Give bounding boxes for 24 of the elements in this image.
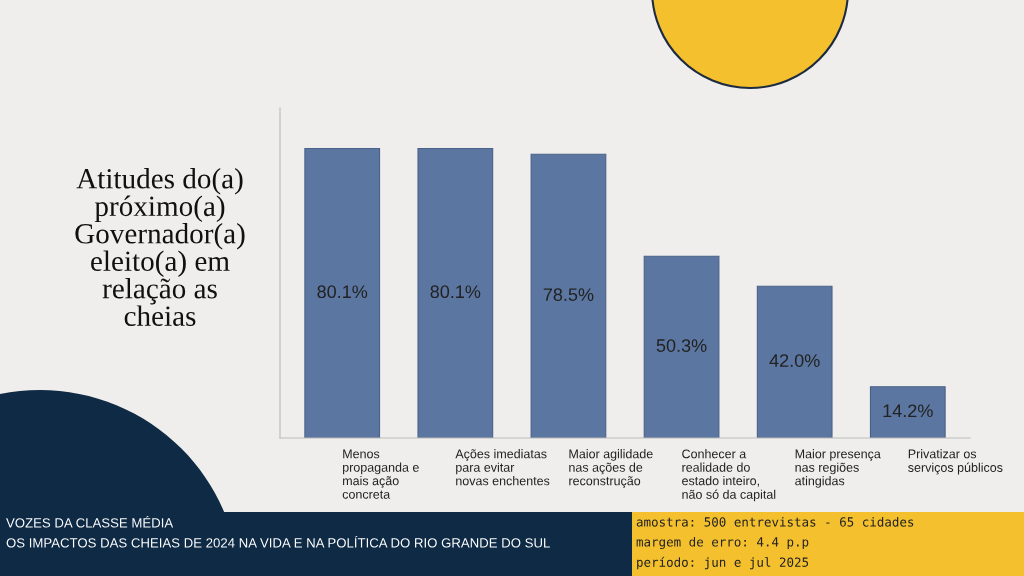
data-label: 42.0% [769, 354, 820, 367]
text: amostra: 500 entrevistas - 65 cidades [636, 516, 914, 527]
data-label: 80.1% [430, 285, 481, 299]
text: VOZES DA CLASSE MÉDIA [6, 515, 174, 528]
x-tick-label: Ações imediatas para evitar novas enchentes [455, 449, 550, 486]
bar [530, 153, 607, 438]
x-tick-label: Maior agilidade nas ações de reconstrução [569, 449, 653, 488]
text: OS IMPACTOS DAS CHEIAS DE 2024 NA VIDA E NA POLÍTICA DO RIO GRANDE DO SUL [6, 535, 550, 548]
data-label: 78.5% [543, 288, 594, 301]
x-tick-label: Menos propaganda e mais ação concreta [342, 449, 419, 499]
data-label: 80.1% [317, 285, 368, 299]
x-tick-label: Privatizar os serviços públicos [908, 449, 1003, 475]
data-label: 14.2% [883, 404, 933, 418]
data-label: 50.3% [656, 339, 707, 352]
bar [869, 386, 946, 438]
bar [756, 285, 833, 438]
bar [304, 147, 381, 438]
bar [643, 255, 720, 438]
text: Atitudes do(a) próximo(a) Governador(a) eleito(a) em relação as cheias [75, 168, 245, 326]
x-tick-label: Maior presença nas regiões atingidas [795, 449, 881, 488]
bar [417, 147, 494, 438]
text: margem de erro: 4.4 p.p [636, 536, 809, 550]
x-tick-label: Conhecer a realidade do estado inteiro, não só da capital [682, 449, 776, 502]
text: período: jun e jul 2025 [637, 556, 809, 570]
